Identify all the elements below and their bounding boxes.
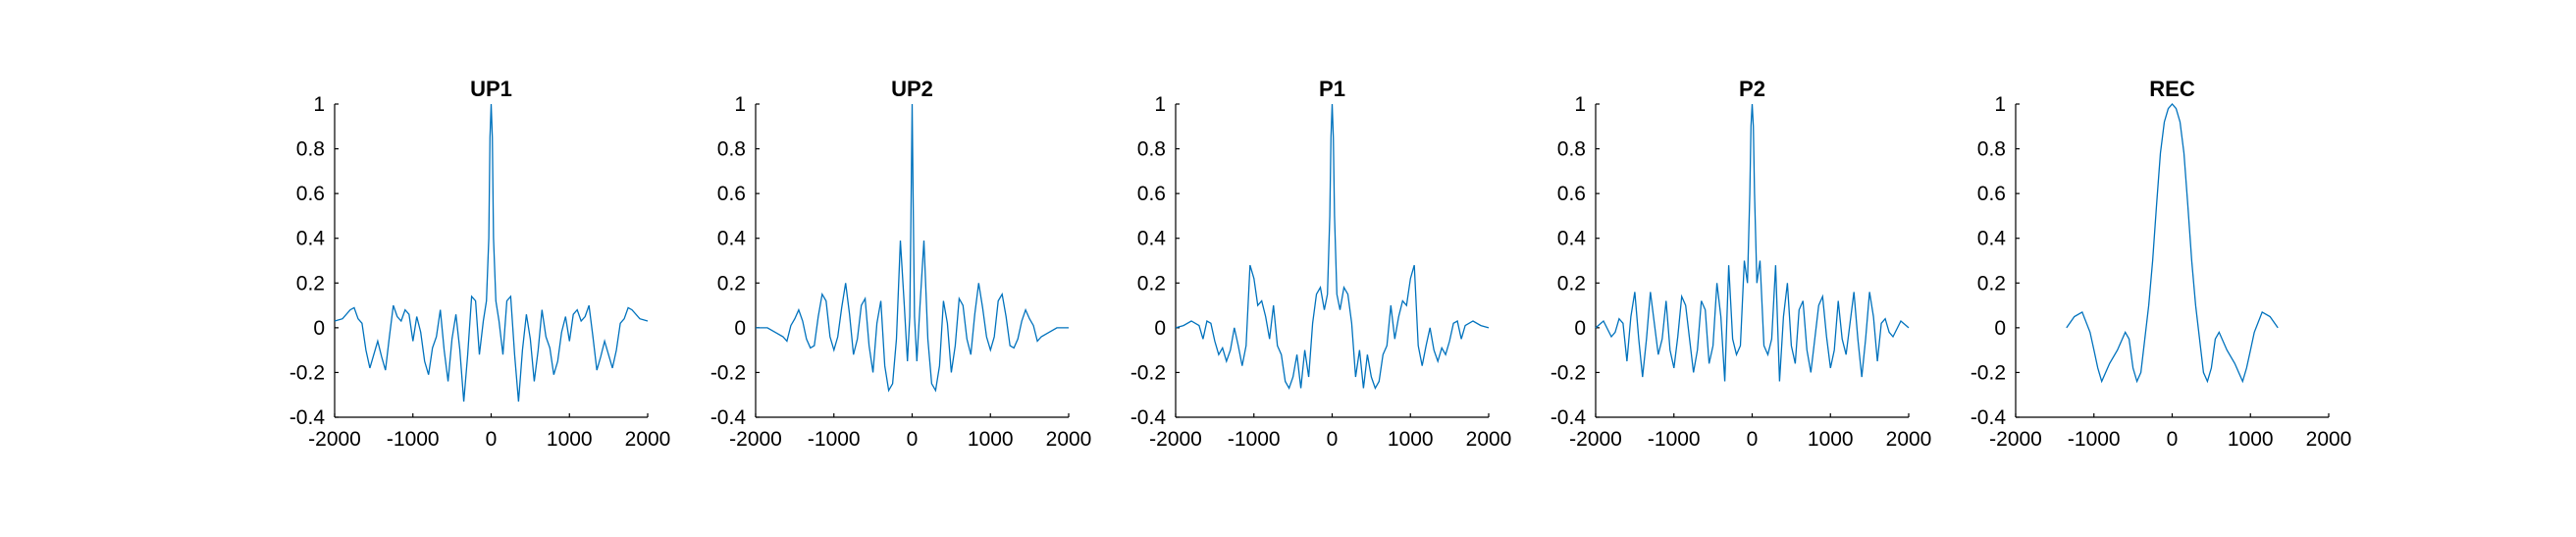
x-tick-label: -2000 bbox=[729, 428, 782, 451]
y-tick-label: 0 bbox=[1574, 317, 1586, 340]
y-tick-label: 0.4 bbox=[1557, 228, 1587, 250]
chart-title: P2 bbox=[1739, 77, 1765, 101]
y-tick-label: 1 bbox=[1574, 93, 1586, 116]
y-tick-label: 0.2 bbox=[1977, 272, 2006, 295]
x-tick-label: 1000 bbox=[547, 428, 593, 451]
y-tick-label: 0.2 bbox=[1557, 272, 1586, 295]
x-tick-label: 1000 bbox=[968, 428, 1014, 451]
x-tick-label: -1000 bbox=[2068, 428, 2121, 451]
chart-title: P1 bbox=[1319, 77, 1345, 101]
series-line bbox=[1596, 104, 1909, 382]
y-tick-label: -0.2 bbox=[710, 361, 746, 384]
y-tick-label: 0.8 bbox=[1137, 138, 1166, 161]
x-tick-label: 1000 bbox=[2228, 428, 2274, 451]
y-tick-label: 1 bbox=[1994, 93, 2006, 116]
chart-panel-rec: REC -0.4 -0.2 0 0.2 0.4 0.6 0.8 1 -2000 -1000 0 1000… bbox=[1971, 77, 2352, 451]
chart-title: REC bbox=[2149, 77, 2195, 101]
y-tick-label: 1 bbox=[313, 93, 325, 116]
y-tick-label: -0.4 bbox=[289, 406, 326, 429]
y-tick-label: 0 bbox=[313, 317, 325, 340]
y-tick-label: 0.6 bbox=[296, 183, 325, 205]
series-line bbox=[1176, 104, 1489, 388]
x-tick-label: 0 bbox=[1747, 428, 1759, 451]
y-tick-label: 1 bbox=[734, 93, 746, 116]
y-tick-label: 0 bbox=[734, 317, 746, 340]
x-tick-label: -1000 bbox=[1648, 428, 1701, 451]
chart-title: UP1 bbox=[470, 77, 512, 101]
chart-title: UP2 bbox=[891, 77, 933, 101]
series-line bbox=[2067, 104, 2278, 382]
y-tick-label: -0.4 bbox=[710, 406, 747, 429]
x-tick-label: 0 bbox=[907, 428, 919, 451]
x-tick-label: 2000 bbox=[625, 428, 671, 451]
y-tick-label: 0.2 bbox=[717, 272, 746, 295]
y-tick-label: -0.4 bbox=[1130, 406, 1167, 429]
x-tick-label: 0 bbox=[486, 428, 498, 451]
series-line bbox=[756, 104, 1069, 391]
x-tick-label: -1000 bbox=[808, 428, 861, 451]
x-tick-label: 1000 bbox=[1808, 428, 1854, 451]
x-tick-label: 0 bbox=[2167, 428, 2179, 451]
y-tick-label: -0.2 bbox=[1971, 361, 2006, 384]
y-tick-label: 0.2 bbox=[296, 272, 325, 295]
x-tick-label: -2000 bbox=[308, 428, 361, 451]
x-tick-label: 2000 bbox=[2306, 428, 2352, 451]
y-tick-label: 0.6 bbox=[717, 183, 746, 205]
x-tick-label: 2000 bbox=[1046, 428, 1092, 451]
y-tick-label: 0.4 bbox=[717, 228, 747, 250]
y-tick-label: -0.2 bbox=[1551, 361, 1586, 384]
x-tick-label: -2000 bbox=[1989, 428, 2042, 451]
y-tick-label: 0.8 bbox=[717, 138, 746, 161]
y-tick-label: 0.6 bbox=[1137, 183, 1166, 205]
x-tick-label: -1000 bbox=[1228, 428, 1281, 451]
y-tick-label: 0.6 bbox=[1557, 183, 1586, 205]
y-tick-label: 0.6 bbox=[1977, 183, 2006, 205]
x-tick-label: 2000 bbox=[1886, 428, 1932, 451]
y-tick-label: -0.2 bbox=[289, 361, 325, 384]
chart-panel-up2: UP2 -0.4 -0.2 0 0.2 0.4 0.6 0.8 1 -2000 -1000 0 1000… bbox=[710, 77, 1092, 451]
x-tick-label: -2000 bbox=[1149, 428, 1202, 451]
x-tick-label: 0 bbox=[1327, 428, 1339, 451]
y-tick-label: 0.4 bbox=[296, 228, 326, 250]
x-tick-label: -2000 bbox=[1569, 428, 1622, 451]
y-tick-label: 0.4 bbox=[1137, 228, 1167, 250]
y-tick-label: 1 bbox=[1154, 93, 1166, 116]
x-tick-label: -1000 bbox=[387, 428, 440, 451]
y-tick-label: -0.4 bbox=[1551, 406, 1587, 429]
x-tick-label: 2000 bbox=[1466, 428, 1512, 451]
y-tick-label: 0.8 bbox=[1557, 138, 1586, 161]
y-tick-label: 0 bbox=[1994, 317, 2006, 340]
chart-panel-p2: P2 -0.4 -0.2 0 0.2 0.4 0.6 0.8 1 -2000 -1000 0 1000 2… bbox=[1551, 77, 1932, 451]
chart-panel-p1: P1 -0.4 -0.2 0 0.2 0.4 0.6 0.8 1 -2000 -1000 0 1000 2… bbox=[1130, 77, 1512, 451]
chart-panel-up1: UP1 -0.4 -0.2 0 0.2 0.4 0.6 0.8 1 -2000 -1000 0 1000… bbox=[289, 77, 671, 451]
series-line bbox=[335, 104, 648, 402]
y-tick-label: 0.8 bbox=[1977, 138, 2006, 161]
y-tick-label: 0.2 bbox=[1137, 272, 1166, 295]
y-tick-label: 0.8 bbox=[296, 138, 325, 161]
y-tick-label: -0.2 bbox=[1130, 361, 1166, 384]
x-tick-label: 1000 bbox=[1388, 428, 1434, 451]
y-tick-label: -0.4 bbox=[1971, 406, 2007, 429]
y-tick-label: 0 bbox=[1154, 317, 1166, 340]
y-tick-label: 0.4 bbox=[1977, 228, 2007, 250]
